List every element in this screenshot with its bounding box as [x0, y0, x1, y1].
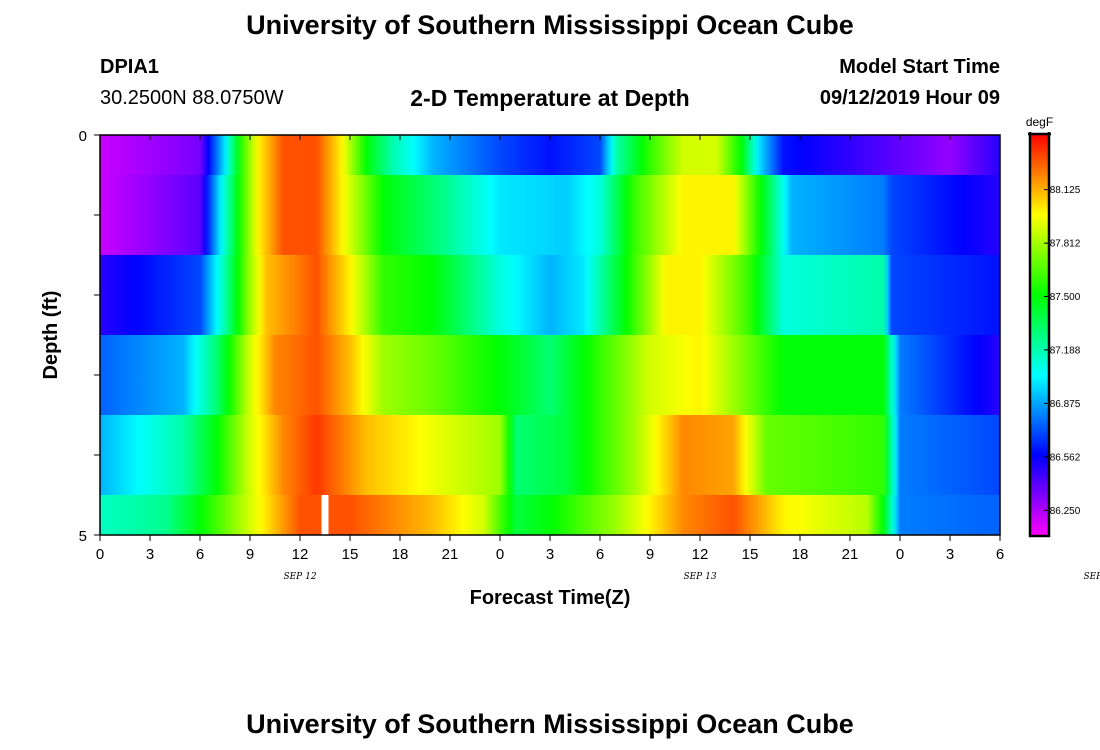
x-tick-label: 12 [692, 546, 709, 563]
x-tick-label: 9 [246, 546, 254, 563]
y-axis: 05 [79, 128, 100, 545]
station-id: DPIA1 [100, 56, 159, 78]
heatmap-row [100, 255, 1000, 335]
heatmap-row [100, 175, 1000, 255]
model-start-value: 09/12/2019 Hour 09 [819, 87, 1000, 109]
colorbar-tick-label: 86.875 [1050, 399, 1081, 410]
heatmap-row [100, 335, 1000, 415]
x-tick-label: 3 [546, 546, 554, 563]
heatmap-rows [100, 135, 1000, 535]
colorbar-corner-dot [1047, 132, 1051, 136]
colorbar-scale [1028, 132, 1051, 538]
x-axis: 0 3 6 9 12 15 18 21 0 3 6 9 12 15 18 21 0 3 6 SEP 12 SEP 13 S… [96, 135, 1100, 582]
y-axis-label: Depth (ft) [40, 291, 62, 380]
x-tick-label: 3 [146, 546, 154, 563]
y-tick-label: 0 [79, 128, 87, 145]
x-tick-label: 6 [196, 546, 204, 563]
date-label: SEP 12 [283, 572, 316, 582]
x-tick-label: 21 [442, 546, 459, 563]
x-tick-label: 21 [842, 546, 859, 563]
colorbar-tick-label: 87.812 [1050, 239, 1081, 250]
x-axis-label: Forecast Time(Z) [470, 587, 631, 609]
x-tick-label: 0 [496, 546, 504, 563]
current-time-marker [321, 495, 329, 535]
x-tick-label: 15 [742, 546, 759, 563]
x-tick-label: 6 [996, 546, 1004, 563]
x-tick-label: 3 [946, 546, 954, 563]
heatmap-row [100, 495, 1000, 535]
colorbar: degF 88.125 87.812 87.500 87.188 86.875 86.562… [1026, 115, 1081, 538]
colorbar-tick-label: 88.125 [1050, 185, 1081, 196]
x-tick-label: 12 [292, 546, 309, 563]
x-tick-label: 0 [96, 546, 104, 563]
x-tick-label: 9 [646, 546, 654, 563]
heatmap-row [100, 415, 1000, 495]
colorbar-tick-label: 86.562 [1050, 452, 1081, 463]
heatmap-row [100, 135, 1000, 175]
x-tick-label: 6 [596, 546, 604, 563]
plot-title: 2-D Temperature at Depth [410, 85, 690, 111]
station-location: 30.2500N 88.0750W [100, 87, 284, 109]
title-bottom: University of Southern Mississippi Ocean… [246, 709, 854, 739]
colorbar-unit: degF [1026, 115, 1053, 129]
colorbar-tick-label: 87.188 [1050, 345, 1081, 356]
colorbar-corner-dot [1028, 132, 1032, 136]
x-tick-label: 18 [792, 546, 809, 563]
x-tick-label: 0 [896, 546, 904, 563]
x-tick-label: 18 [392, 546, 409, 563]
model-start-label: Model Start Time [839, 56, 1000, 78]
date-label: SEP 13 [683, 572, 716, 582]
colorbar-tick-label: 87.500 [1050, 292, 1081, 303]
x-tick-label: 15 [342, 546, 359, 563]
title-top: University of Southern Mississippi Ocean… [246, 10, 854, 40]
colorbar-tick-label: 86.250 [1050, 506, 1081, 517]
date-label: SEP 14 [1083, 572, 1100, 582]
y-tick-label: 5 [79, 528, 87, 545]
